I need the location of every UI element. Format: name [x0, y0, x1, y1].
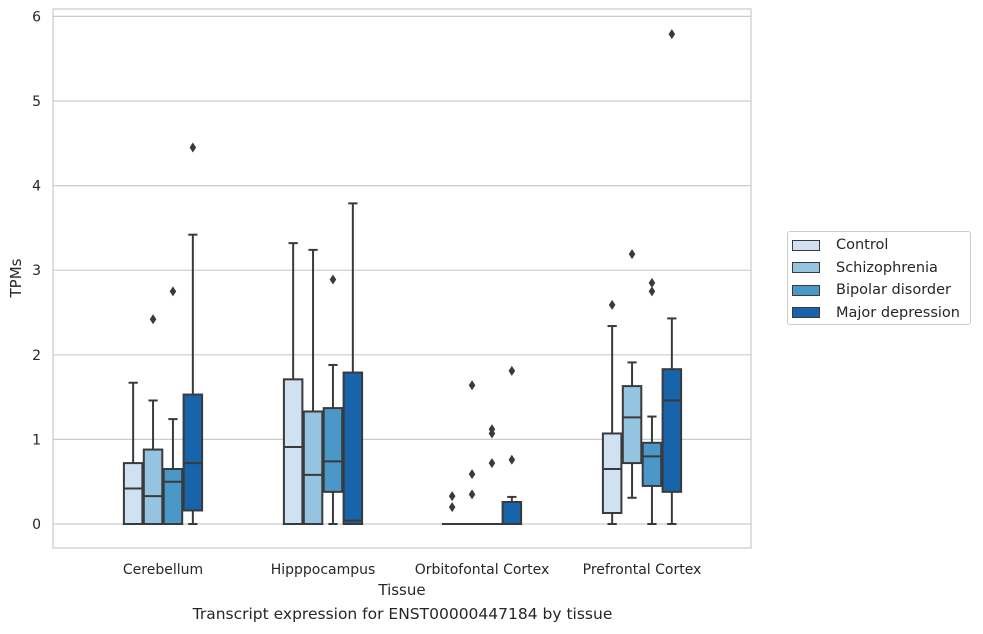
box-control: [441, 491, 463, 526]
legend-label: Major depression: [836, 304, 960, 321]
box-major-depression: [501, 365, 523, 525]
box-iqr: [621, 385, 643, 465]
legend-item: Major depression: [792, 303, 960, 323]
box-schizophrenia: [302, 248, 324, 525]
box-major-depression: [182, 142, 204, 525]
box-bipolar-disorder: [641, 277, 663, 525]
box-major-depression: [342, 202, 364, 526]
outlier-point: [668, 29, 676, 40]
outlier-point: [149, 314, 157, 325]
gridlines: [53, 15, 751, 525]
box-control: [282, 242, 304, 526]
outlier-point: [508, 365, 516, 376]
outlier-point: [448, 491, 456, 502]
plot-frame: [52, 8, 752, 549]
outlier-point: [608, 299, 616, 310]
x-tick-label: Cerebellum: [123, 562, 203, 578]
legend-item: Schizophrenia: [792, 258, 938, 278]
outlier-point: [508, 454, 516, 465]
y-axis-title: TPMs: [7, 258, 25, 298]
box-groups: [122, 29, 683, 526]
box-iqr: [282, 378, 304, 526]
legend-label: Schizophrenia: [836, 259, 938, 276]
x-tick-label: Orbitofontal Cortex: [415, 562, 550, 578]
box-control: [601, 299, 623, 525]
legend-swatch: [792, 262, 820, 273]
legend-label: Control: [836, 237, 889, 253]
y-tick-label: 0: [32, 517, 41, 533]
box-iqr: [342, 371, 364, 526]
outlier-point: [648, 277, 656, 288]
outlier-point: [488, 458, 496, 469]
figure-caption: Transcript expression for ENST0000044718…: [192, 605, 613, 623]
y-tick-label: 5: [32, 94, 41, 110]
box-iqr: [601, 432, 623, 515]
box-iqr: [302, 410, 324, 525]
x-axis: Cerebellum Hipppocampus Orbitofontal Corte…: [123, 562, 701, 578]
box-control: [122, 381, 144, 526]
y-tick-label: 6: [32, 9, 41, 25]
legend-item: Control: [792, 235, 888, 255]
outlier-point: [189, 142, 197, 153]
outlier-point: [628, 249, 636, 260]
y-tick-label: 2: [32, 348, 41, 364]
box-bipolar-disorder: [322, 274, 344, 525]
legend-swatch: [792, 284, 820, 296]
legend: Control Schizophrenia Bipolar disorder Majo…: [787, 231, 971, 325]
box-iqr: [501, 501, 523, 525]
outlier-point: [488, 424, 496, 435]
x-tick-label: Hipppocampus: [271, 562, 376, 578]
outlier-point: [329, 274, 337, 285]
x-tick-label: Prefrontal Cortex: [583, 562, 702, 578]
box-schizophrenia: [461, 380, 483, 526]
box-plot-chart: 0 1 2 3 4 5 6 Cerebellum Hipppocampus Orbitofont…: [7, 8, 752, 599]
legend-label: Bipolar disorder: [836, 282, 951, 298]
box-iqr: [641, 441, 663, 487]
legend-swatch: [792, 307, 820, 318]
y-tick-label: 4: [32, 179, 41, 195]
box-iqr: [661, 368, 683, 493]
box-iqr: [322, 407, 344, 493]
y-tick-label: 1: [32, 432, 41, 448]
x-axis-title: Tissue: [377, 581, 425, 599]
outlier-point: [468, 489, 476, 500]
outlier-point: [648, 286, 656, 297]
legend-item: Bipolar disorder: [792, 280, 951, 300]
box-iqr: [182, 393, 204, 512]
outlier-point: [169, 286, 177, 297]
box-schizophrenia: [621, 249, 643, 499]
outlier-point: [448, 502, 456, 513]
box-iqr: [122, 462, 144, 526]
box-iqr: [142, 448, 164, 525]
outlier-point: [468, 380, 476, 391]
legend-swatch: [792, 239, 820, 251]
box-iqr: [162, 468, 184, 526]
box-major-depression: [661, 29, 683, 525]
box-schizophrenia: [142, 314, 164, 525]
outlier-point: [468, 469, 476, 480]
y-axis: 0 1 2 3 4 5 6: [32, 9, 41, 533]
box-bipolar-disorder: [162, 286, 184, 526]
y-tick-label: 3: [32, 263, 41, 279]
box-bipolar-disorder: [481, 424, 503, 526]
